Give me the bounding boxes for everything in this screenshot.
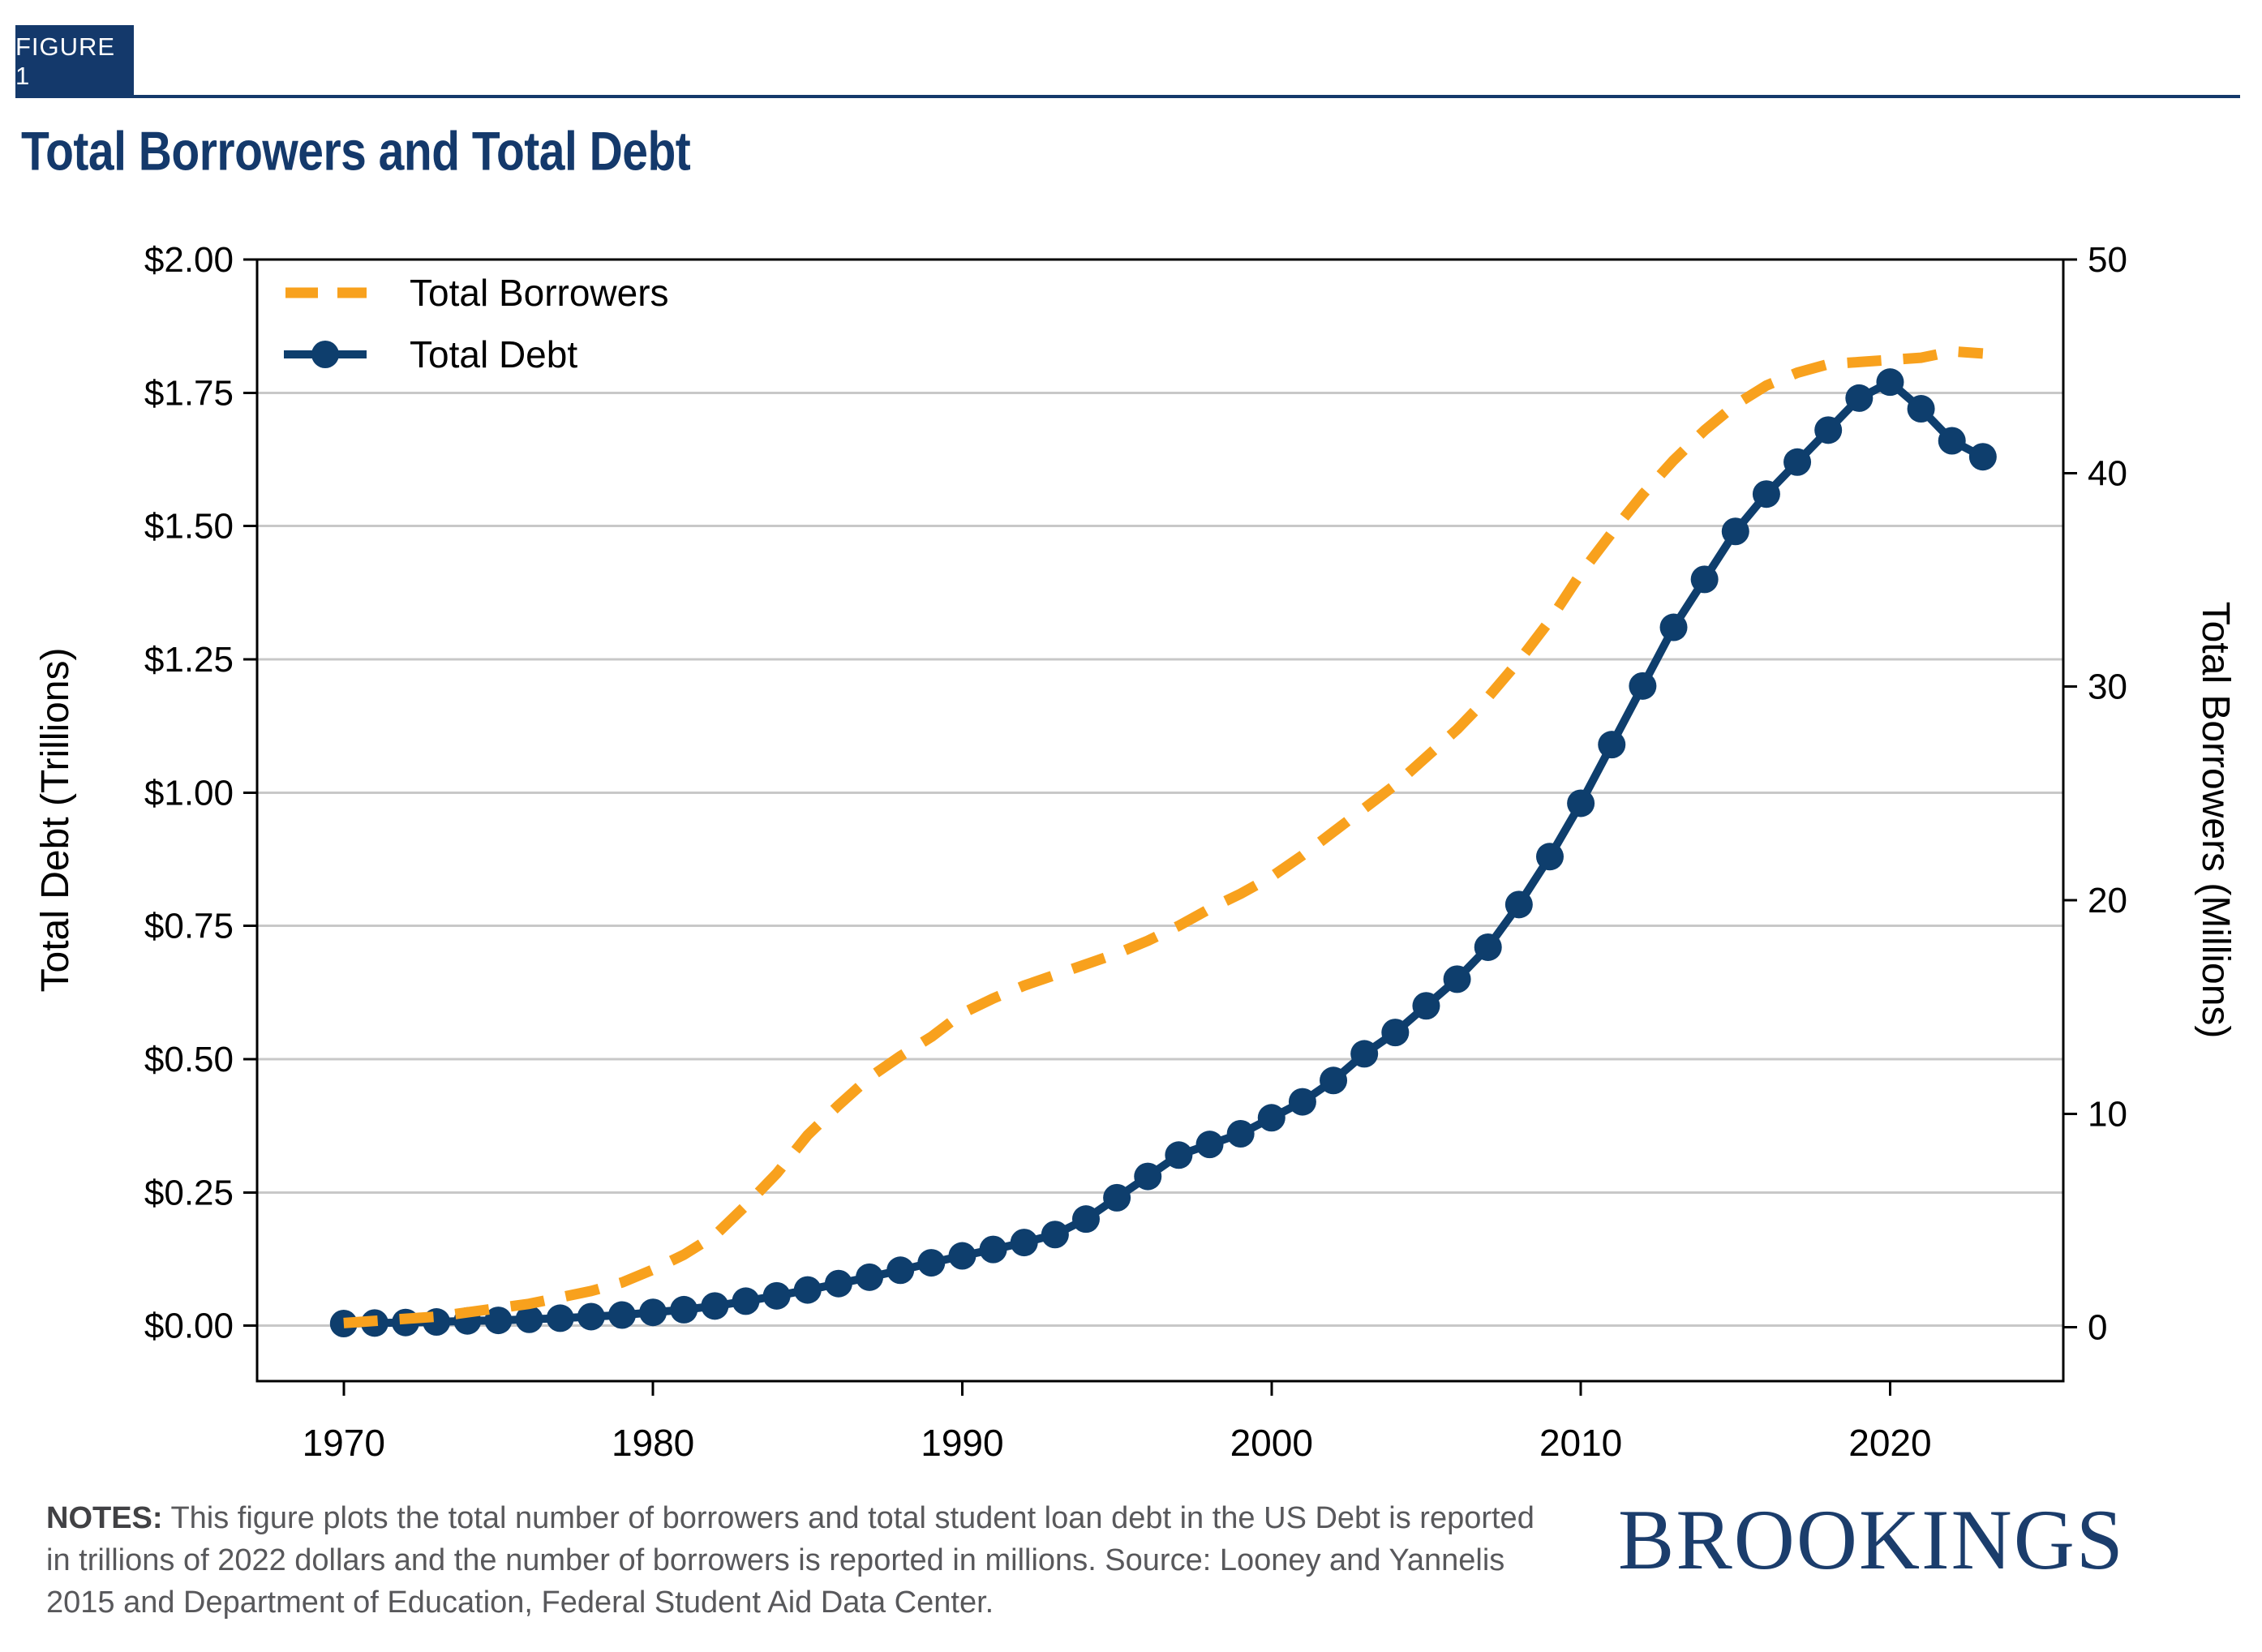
total-debt-point <box>732 1287 760 1315</box>
total-debt-point <box>793 1276 822 1304</box>
total-debt-point <box>1165 1141 1193 1169</box>
figure-label-box: FIGURE 1 <box>15 25 134 98</box>
plot-border <box>255 258 2065 1383</box>
total-debt-point <box>1412 992 1440 1020</box>
legend-debt-marker-sample <box>311 341 339 368</box>
left-axis-title: Total Debt (Trillions) <box>34 648 77 993</box>
total-debt-point <box>1381 1019 1410 1047</box>
total-debt-point <box>484 1307 513 1335</box>
total-debt-point <box>1690 565 1719 594</box>
total-debt-point <box>1103 1183 1131 1212</box>
notes-line: NOTES: This figure plots the total numbe… <box>46 1501 1534 1535</box>
total-debt-point <box>1752 480 1780 508</box>
total-debt-point <box>762 1281 791 1310</box>
total-debt-point <box>1288 1088 1316 1116</box>
total-debt-point <box>1226 1120 1255 1148</box>
total-debt-point <box>577 1302 605 1331</box>
right-axis-tick-label: 0 <box>2088 1308 2107 1348</box>
gridlines <box>257 391 2063 1328</box>
total-debt-point <box>1876 368 1904 397</box>
tick-labels: $0.00 $0.25 $0.50 $0.75 $1.00 $1.25 $1.50 $1.75… <box>144 240 2127 1464</box>
total-debt-point <box>979 1235 1007 1264</box>
left-axis-tick-label: $1.50 <box>144 507 234 547</box>
x-axis-tick-label: 1990 <box>921 1422 1003 1464</box>
total-debt-point <box>1629 672 1657 700</box>
header-rule <box>133 95 2240 98</box>
legend-borrowers-label: Total Borrowers <box>410 272 669 314</box>
total-debt-point <box>1350 1040 1379 1068</box>
brookings-logo: BROOKINGS <box>1618 1492 2125 1588</box>
total-debt-point <box>1474 933 1502 961</box>
notes-text-1: This figure plots the total number of bo… <box>170 1501 1534 1535</box>
total-debt-point <box>1938 427 1966 455</box>
total-debt-point <box>824 1269 852 1298</box>
total-debt-point <box>1968 443 1997 471</box>
total-debt-point <box>917 1249 946 1277</box>
right-axis-tick-label: 50 <box>2088 240 2127 280</box>
total-debt-point <box>948 1242 976 1270</box>
axis-ticks <box>243 258 2077 1396</box>
total-debt-point <box>329 1310 358 1338</box>
total-debt-point <box>886 1256 915 1285</box>
left-axis-tick-label: $0.50 <box>144 1040 234 1079</box>
left-axis-tick-label: $1.00 <box>144 773 234 813</box>
notes: NOTES: This figure plots the total numbe… <box>46 1497 1636 1624</box>
total-debt-point <box>1783 448 1812 476</box>
total-debt-point <box>546 1304 574 1332</box>
total-debt-point <box>639 1298 667 1327</box>
total-debt-point <box>1598 731 1626 759</box>
left-axis-tick-label: $0.25 <box>144 1173 234 1212</box>
right-axis-title: Total Borrowers (Millions) <box>2194 602 2237 1039</box>
legend-debt-label: Total Debt <box>410 333 577 375</box>
total-debt-point <box>1257 1104 1286 1132</box>
total-debt-point <box>1010 1229 1038 1257</box>
figure-label: FIGURE 1 <box>15 32 116 90</box>
legend: Total Borrowers Total Debt <box>284 272 669 375</box>
total-debt-point <box>515 1305 543 1333</box>
page-title: Total Borrowers and Total Debt <box>21 121 691 182</box>
total-debt-point <box>1443 965 1471 993</box>
notes-line: in trillions of 2022 dollars and the num… <box>46 1543 1505 1577</box>
total-debt-point <box>670 1295 698 1324</box>
x-axis-tick-label: 1970 <box>303 1422 385 1464</box>
total-debt-point <box>1814 416 1843 444</box>
x-axis-tick-label: 1980 <box>612 1422 694 1464</box>
right-axis-tick-label: 20 <box>2088 881 2127 920</box>
total-debt-point <box>1071 1205 1100 1234</box>
x-axis-tick-label: 2010 <box>1539 1422 1622 1464</box>
total-debt-point <box>1907 395 1935 423</box>
left-axis-tick-label: $0.75 <box>144 907 234 946</box>
total-debt-point <box>1721 517 1749 546</box>
total-borrowers-line <box>343 345 1984 1328</box>
total-debt-point <box>1659 613 1688 641</box>
total-debt-point <box>1134 1162 1162 1191</box>
left-axis-tick-label: $1.75 <box>144 373 234 413</box>
total-debt-point <box>701 1292 729 1320</box>
total-debt-point <box>1845 384 1874 412</box>
x-axis-tick-label: 2020 <box>1848 1422 1931 1464</box>
notes-label: NOTES: <box>46 1501 163 1535</box>
right-axis-tick-label: 30 <box>2088 667 2127 707</box>
x-axis-tick-label: 2000 <box>1230 1422 1313 1464</box>
notes-line: 2015 and Department of Education, Federa… <box>46 1585 994 1620</box>
total-debt-point <box>1195 1131 1224 1159</box>
left-axis-tick-label: $1.25 <box>144 640 234 680</box>
data-series <box>329 345 1997 1338</box>
total-debt-point <box>856 1263 884 1291</box>
total-debt-point <box>1535 843 1564 871</box>
total-debt-point <box>1567 789 1595 817</box>
left-axis-tick-label: $0.00 <box>144 1307 234 1346</box>
right-axis-tick-label: 10 <box>2088 1094 2127 1134</box>
total-debt-point <box>1041 1221 1069 1249</box>
left-axis-tick-label: $2.00 <box>144 240 234 280</box>
total-debt-point <box>1320 1066 1348 1095</box>
total-debt-point <box>1504 890 1533 919</box>
right-axis-tick-label: 40 <box>2088 453 2127 493</box>
total-debt-point <box>607 1301 636 1329</box>
